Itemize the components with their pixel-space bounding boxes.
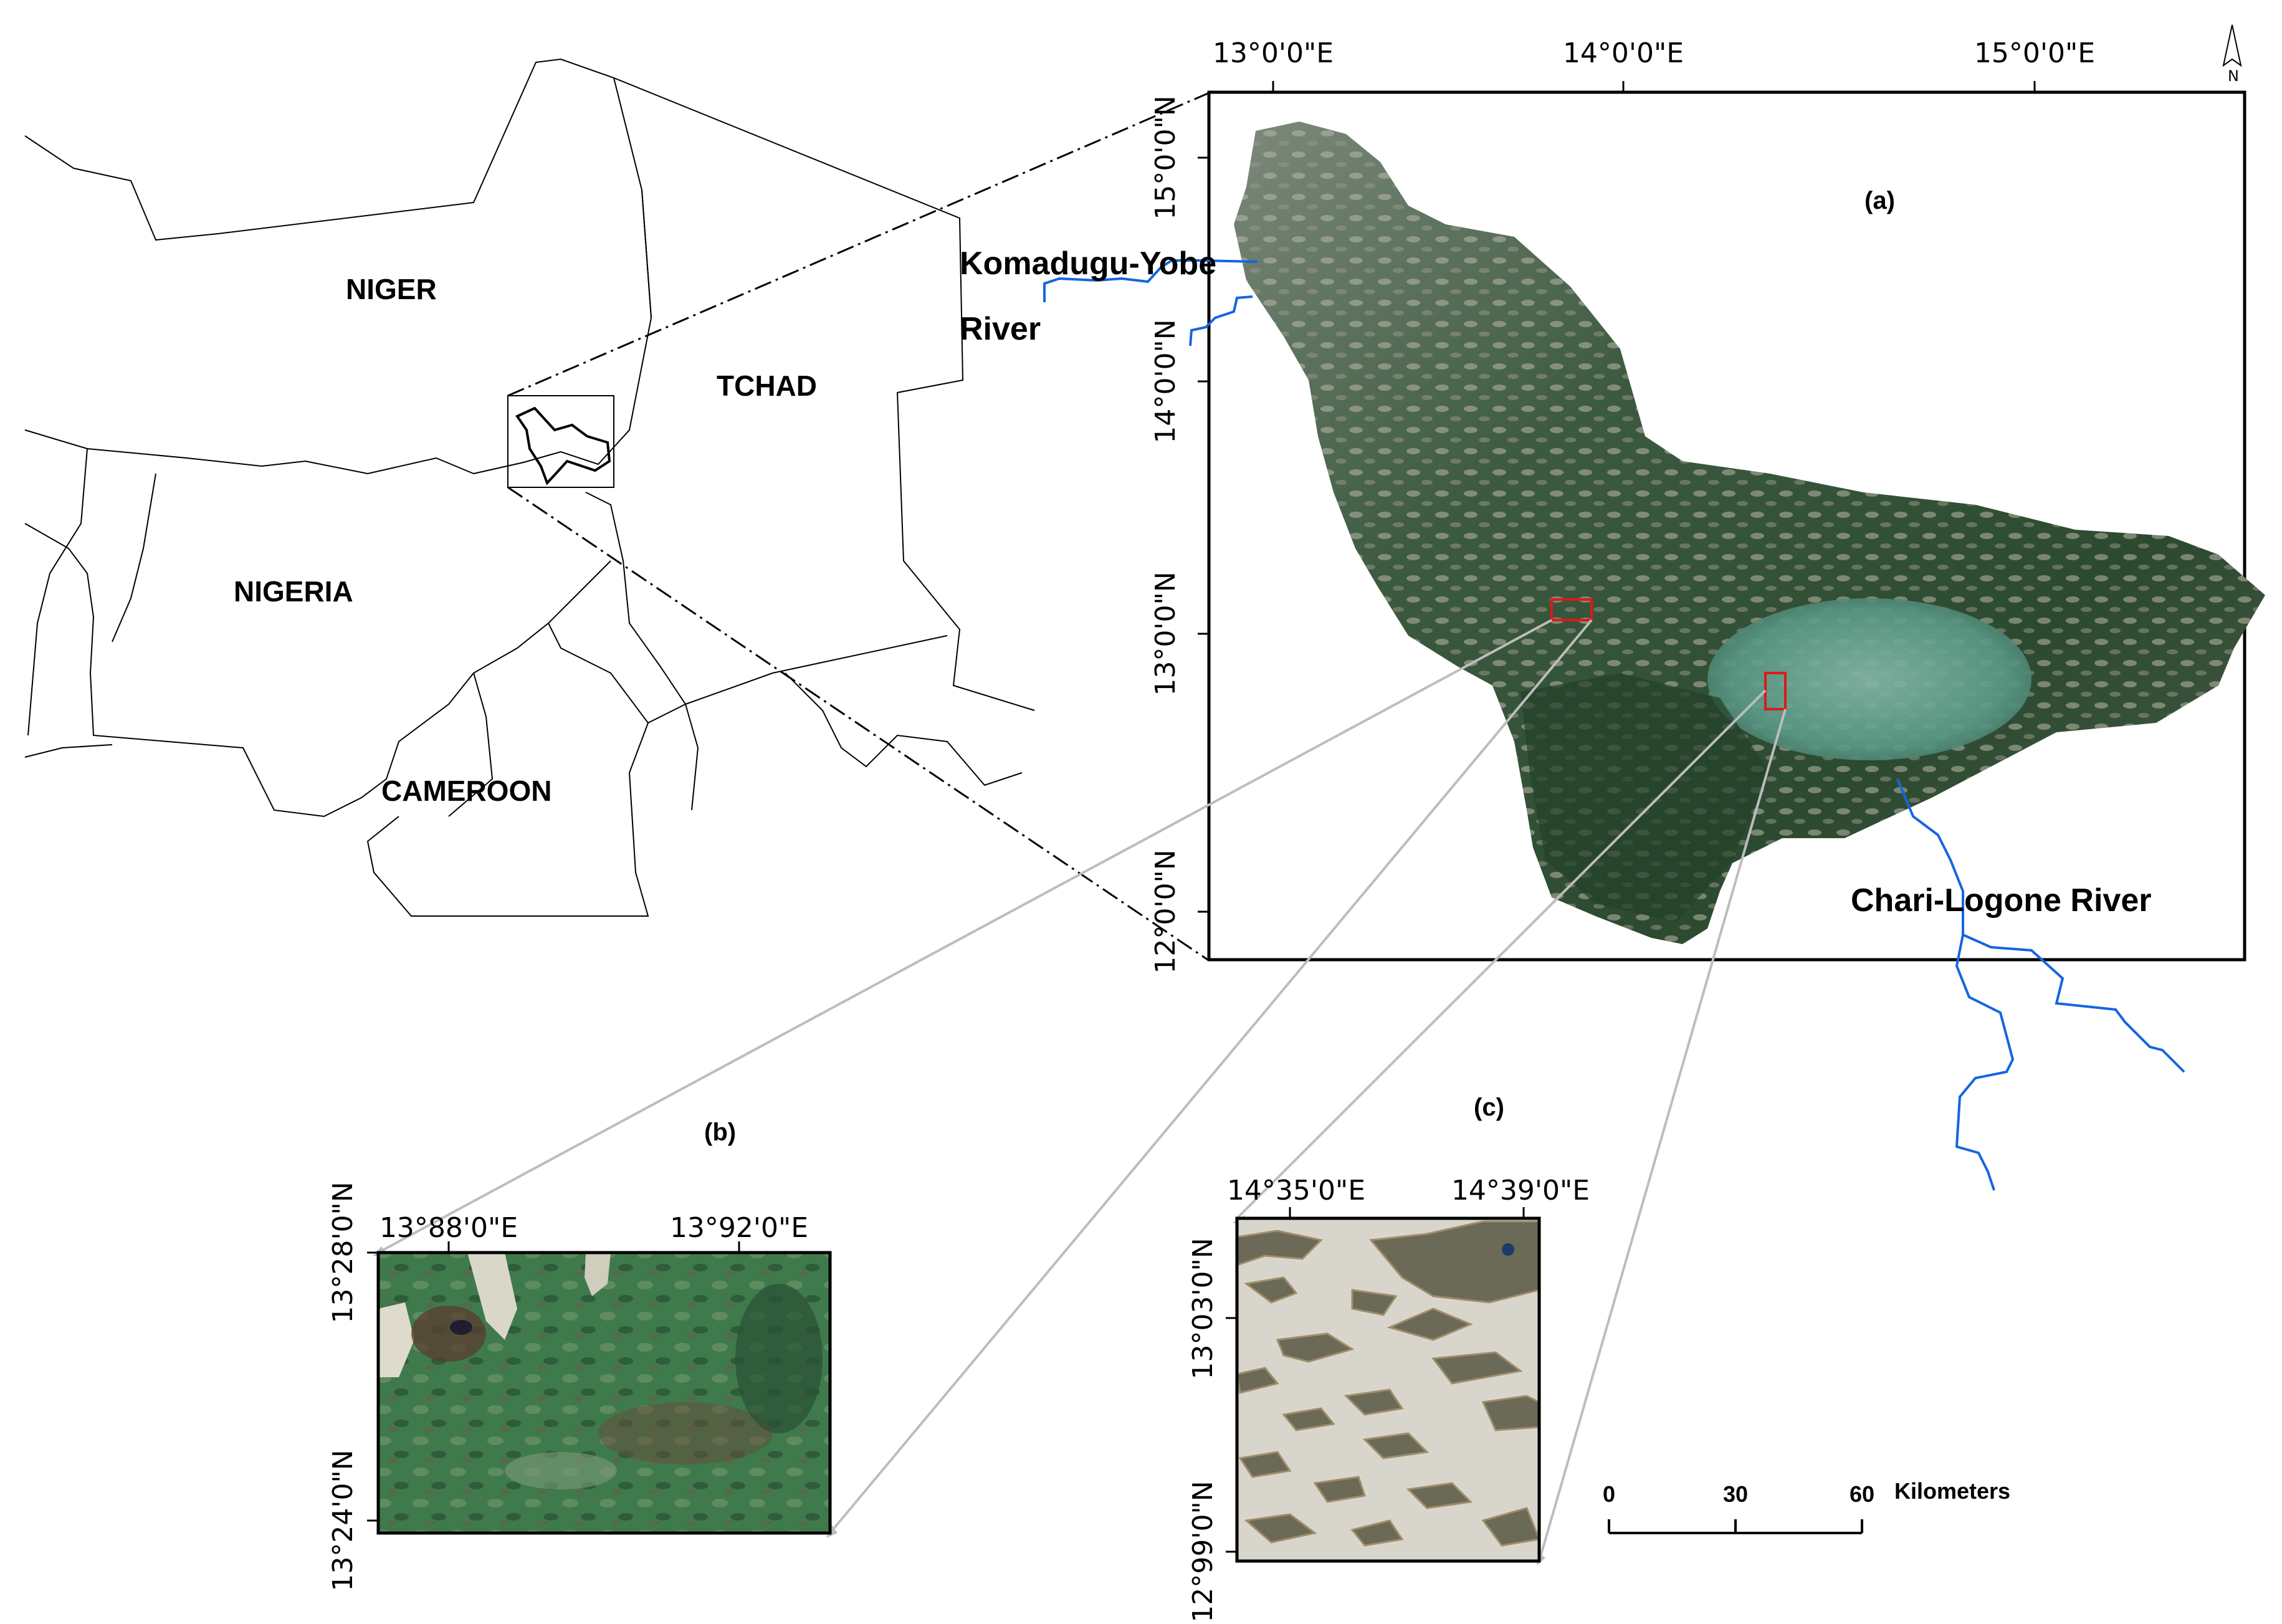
panel-c-lon-tick-2: 14°39'0"E bbox=[1451, 1175, 1590, 1206]
niger-border bbox=[24, 58, 652, 475]
river-label-komadugu-yobe: Komadugu-Yobe bbox=[960, 246, 1216, 282]
country-label-cameroon: CAMEROON bbox=[381, 775, 551, 807]
scale-tick-60: 60 bbox=[1850, 1481, 1874, 1507]
panel-b: (b) 13°88'0"E 13°92'0"E 13°28'0"N 13°24'… bbox=[327, 1119, 832, 1592]
study-area-box bbox=[507, 395, 614, 488]
tchad-border bbox=[585, 77, 1035, 711]
panel-b-lat-tick-1: 13°28'0"N bbox=[327, 1182, 359, 1323]
svg-text:N: N bbox=[2228, 67, 2239, 85]
inset-connectors bbox=[378, 619, 1787, 1562]
chari-logone-tributary bbox=[1962, 934, 2185, 1073]
panel-b-lon-tick-1: 13°88'0"E bbox=[380, 1212, 518, 1244]
komadugu-yobe-tributary bbox=[1189, 295, 1253, 346]
panel-a-lon-tick-1: 13°0'0"E bbox=[1213, 37, 1334, 69]
panel-a: 13°0'0"E 14°0'0"E 15°0'0"E 15°0'0"N 14°0… bbox=[1150, 24, 2265, 974]
dune-texture bbox=[1234, 122, 2265, 944]
panel-b-frame bbox=[376, 1251, 832, 1535]
scale-unit: Kilometers bbox=[1894, 1478, 2010, 1504]
river-label-chari-logone: Chari-Logone River bbox=[1851, 882, 2152, 919]
panel-c-lat-tick-1: 13°03'0"N bbox=[1187, 1238, 1219, 1379]
panel-a-lat-tick-1: 15°0'0"N bbox=[1150, 95, 1182, 219]
zoom-connectors bbox=[507, 92, 1208, 961]
subarea-b-marker bbox=[1550, 598, 1593, 621]
country-label-tchad: TCHAD bbox=[717, 370, 817, 402]
scale-tick-30: 30 bbox=[1723, 1481, 1748, 1507]
panel-c-lat-tick-2: 12°99'0"N bbox=[1187, 1481, 1219, 1622]
panel-c-frame bbox=[1235, 1216, 1541, 1563]
scale-tick-0: 0 bbox=[1603, 1481, 1615, 1507]
panel-c: (c) bbox=[1187, 1094, 1590, 1623]
chari-logone-river bbox=[1896, 778, 2015, 1191]
panel-c-label: (c) bbox=[1474, 1094, 1504, 1121]
river-label-river: River bbox=[960, 311, 1041, 347]
lake-chad-outline bbox=[515, 406, 611, 485]
country-label-nigeria: NIGERIA bbox=[234, 575, 353, 608]
panel-a-lat-tick-2: 14°0'0"N bbox=[1150, 319, 1182, 443]
panel-a-lon-tick-3: 15°0'0"E bbox=[1974, 37, 2095, 69]
panel-b-lon-tick-2: 13°92'0"E bbox=[670, 1212, 808, 1244]
country-label-niger: NIGER bbox=[346, 273, 437, 305]
panel-b-label: (b) bbox=[704, 1119, 736, 1146]
rivers bbox=[1043, 259, 2185, 1191]
scale-bar: 0 30 60 Kilometers bbox=[1603, 1478, 2010, 1534]
panel-b-lat-tick-2: 13°24'0"N bbox=[327, 1450, 359, 1591]
panel-a-lat-tick-4: 12°0'0"N bbox=[1150, 849, 1182, 973]
komadugu-yobe-river bbox=[1043, 259, 1258, 302]
open-water-area bbox=[1707, 598, 2031, 760]
nigeria-border bbox=[24, 448, 611, 818]
overview-map bbox=[24, 58, 1035, 917]
panel-a-lat-tick-3: 13°0'0"N bbox=[1150, 571, 1182, 695]
overview-extra-borders bbox=[24, 672, 1023, 786]
panel-a-lon-tick-2: 14°0'0"E bbox=[1563, 37, 1684, 69]
panel-c-lon-tick-1: 14°35'0"E bbox=[1227, 1175, 1365, 1206]
cameroon-border bbox=[366, 623, 699, 917]
dark-vegetation-south bbox=[1521, 673, 1770, 922]
north-arrow-icon: N bbox=[2222, 24, 2242, 85]
panel-a-label: (a) bbox=[1864, 187, 1895, 214]
